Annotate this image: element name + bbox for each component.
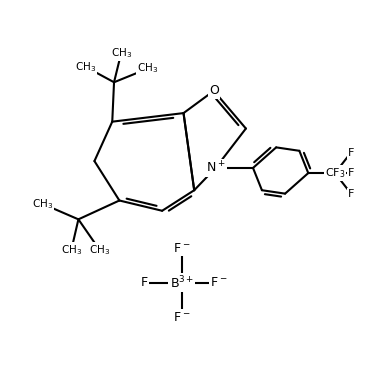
Text: F$^-$: F$^-$ (173, 242, 191, 255)
Text: CH$_3$: CH$_3$ (61, 243, 82, 257)
Text: CH$_3$: CH$_3$ (111, 46, 132, 60)
Text: F: F (141, 276, 148, 289)
Text: N$^+$: N$^+$ (206, 160, 225, 176)
Text: F: F (348, 147, 354, 158)
Text: F$^-$: F$^-$ (211, 276, 228, 289)
Text: CH$_3$: CH$_3$ (75, 60, 96, 74)
Text: F: F (348, 168, 354, 178)
Text: F$^-$: F$^-$ (173, 311, 191, 323)
Text: CH$_3$: CH$_3$ (137, 62, 158, 75)
Text: CH$_3$: CH$_3$ (32, 197, 53, 211)
Text: F: F (348, 188, 354, 199)
Text: CF$_3$: CF$_3$ (325, 166, 345, 180)
Text: CH$_3$: CH$_3$ (89, 243, 111, 257)
Text: O: O (209, 84, 219, 97)
Text: B$^{3+}$: B$^{3+}$ (170, 274, 194, 291)
